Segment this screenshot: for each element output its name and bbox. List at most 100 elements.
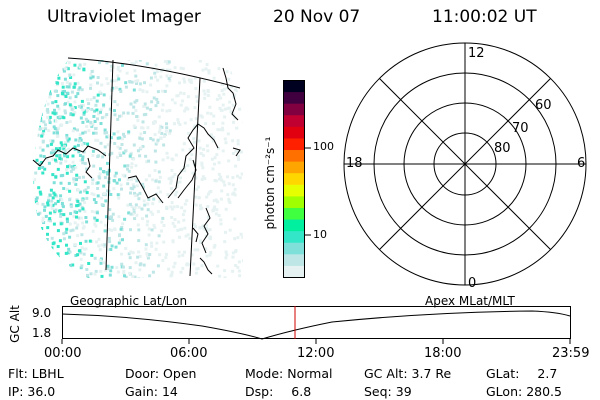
uv-pixel xyxy=(137,205,141,209)
uv-pixel xyxy=(239,232,243,236)
uv-pixel xyxy=(129,250,133,254)
uv-pixel xyxy=(110,228,114,232)
uv-pixel xyxy=(45,157,49,161)
uv-pixel xyxy=(161,216,165,220)
uv-pixel xyxy=(163,133,167,137)
uv-pixel xyxy=(223,183,227,187)
uv-pixel xyxy=(215,153,219,157)
uv-pixel xyxy=(155,241,159,245)
uv-pixel xyxy=(206,205,210,208)
uv-pixel xyxy=(34,242,38,246)
uv-pixel xyxy=(177,250,181,254)
uv-pixel xyxy=(41,239,45,243)
uv-pixel xyxy=(109,96,113,100)
uv-pixel xyxy=(141,126,145,130)
uv-pixel xyxy=(73,221,77,225)
uv-pixel xyxy=(148,253,152,256)
uv-pixel xyxy=(85,125,89,128)
info-gain-label: Gain: xyxy=(125,384,158,399)
uv-pixel xyxy=(44,275,48,278)
uv-pixel xyxy=(156,264,160,268)
uv-pixel xyxy=(164,53,167,56)
uv-pixel xyxy=(72,50,75,53)
uv-pixel xyxy=(202,79,206,83)
uv-pixel xyxy=(219,222,223,226)
uv-pixel xyxy=(103,128,107,132)
uv-pixel xyxy=(113,142,117,145)
uv-pixel xyxy=(34,198,38,201)
uv-pixel xyxy=(38,262,41,266)
uv-pixel xyxy=(37,166,41,170)
uv-pixel xyxy=(36,260,39,264)
uv-pixel xyxy=(239,49,242,52)
uv-pixel xyxy=(93,109,97,113)
uv-pixel xyxy=(76,276,80,278)
uv-pixel xyxy=(154,142,158,146)
uv-pixel xyxy=(237,269,241,273)
uv-pixel xyxy=(38,70,42,74)
uv-pixel xyxy=(81,103,85,107)
uv-pixel xyxy=(83,53,86,56)
uv-pixel xyxy=(41,219,45,223)
uv-pixel xyxy=(207,217,211,221)
info-seq-value: 39 xyxy=(395,384,412,399)
uv-pixel xyxy=(122,56,125,59)
uv-pixel xyxy=(127,60,131,61)
uv-pixel xyxy=(82,50,85,53)
uv-pixel xyxy=(116,130,120,134)
uv-pixel xyxy=(93,272,97,276)
uv-pixel xyxy=(94,224,98,228)
colorbar-band xyxy=(284,80,304,93)
uv-pixel xyxy=(188,79,192,83)
uv-pixel xyxy=(89,76,93,80)
uv-pixel xyxy=(51,101,55,105)
uv-pixel xyxy=(120,226,124,229)
uv-pixel xyxy=(132,105,136,109)
uv-pixel xyxy=(171,54,174,57)
uv-pixel xyxy=(111,212,115,216)
uv-pixel xyxy=(150,57,153,60)
uv-pixel xyxy=(217,146,220,150)
uv-pixel xyxy=(90,192,94,196)
uv-pixel xyxy=(157,115,161,119)
uv-pixel xyxy=(40,113,43,116)
uv-pixel xyxy=(176,205,180,209)
uv-pixel xyxy=(38,250,42,254)
uv-pixel xyxy=(223,115,227,119)
uv-pixel xyxy=(30,229,33,232)
uv-pixel xyxy=(183,109,187,113)
uv-pixel xyxy=(33,225,35,229)
uv-pixel xyxy=(217,67,221,71)
uv-pixel xyxy=(82,110,86,114)
uv-pixel xyxy=(185,199,189,203)
uv-pixel xyxy=(163,60,167,64)
uv-pixel xyxy=(160,220,164,224)
uv-pixel xyxy=(53,112,57,116)
uv-pixel xyxy=(93,120,97,123)
uv-pixel xyxy=(42,120,46,124)
uv-pixel xyxy=(81,207,85,211)
uv-pixel xyxy=(33,108,34,112)
uv-pixel xyxy=(186,233,190,237)
uv-pixel xyxy=(158,54,161,57)
uv-pixel xyxy=(195,187,199,191)
uv-pixel xyxy=(37,101,41,105)
uv-pixel xyxy=(55,73,59,76)
uv-pixel xyxy=(98,90,102,94)
uv-pixel xyxy=(50,199,54,203)
uv-pixel xyxy=(36,76,40,80)
timeline-y-tick-min: 1.8 xyxy=(32,326,52,340)
uv-pixel xyxy=(94,126,98,130)
uv-pixel xyxy=(33,160,34,164)
uv-pixel xyxy=(169,205,173,209)
uv-pixel xyxy=(102,243,106,247)
uv-pixel xyxy=(33,231,35,235)
uv-pixel xyxy=(59,214,63,218)
uv-pixel xyxy=(95,211,99,215)
uv-pixel xyxy=(227,77,231,81)
uv-pixel xyxy=(154,120,157,124)
uv-pixel xyxy=(58,260,61,264)
uv-pixel xyxy=(78,209,82,213)
uv-pixel xyxy=(56,255,60,259)
uv-pixel xyxy=(147,54,150,57)
